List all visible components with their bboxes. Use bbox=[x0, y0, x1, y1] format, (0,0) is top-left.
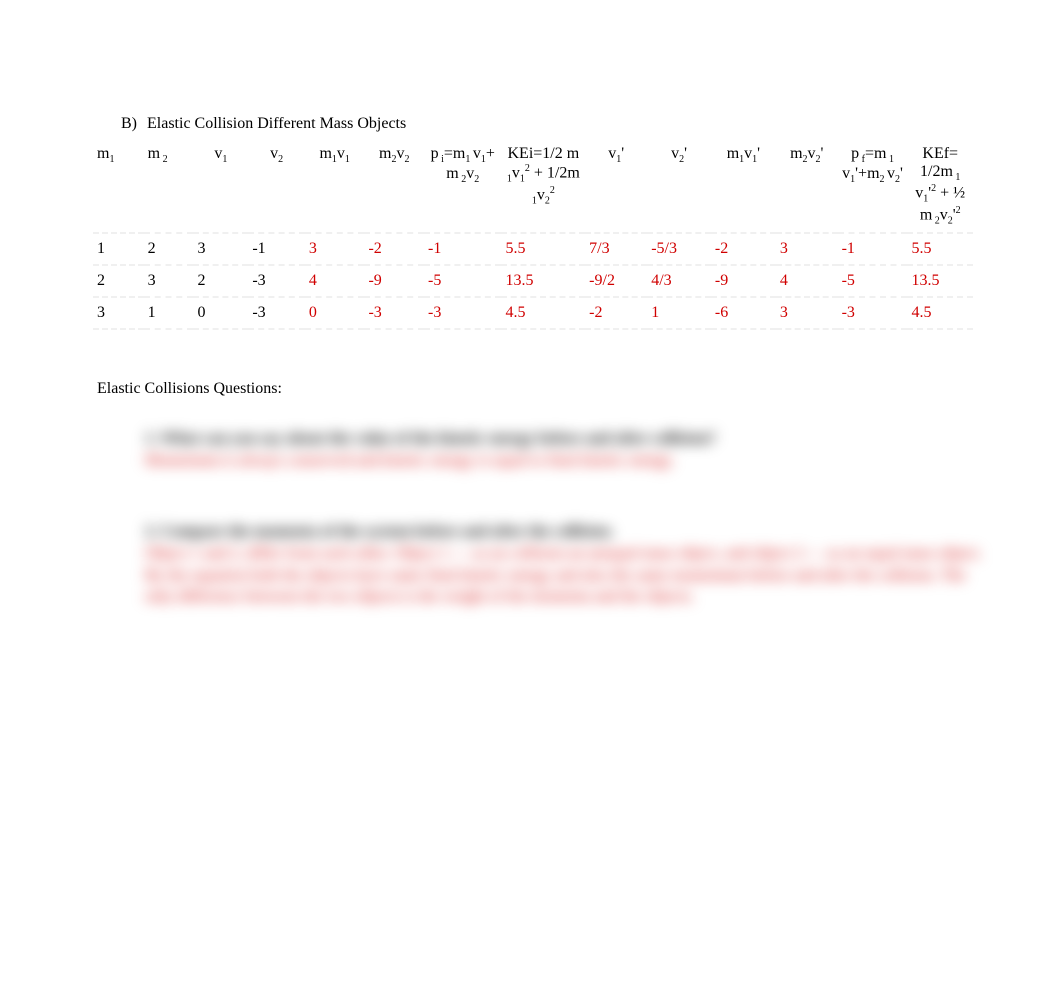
table-cell: -3 bbox=[424, 297, 502, 329]
col-header: p f=m 1 v1'+m2 v2' bbox=[838, 139, 908, 233]
table-cell: 1 bbox=[647, 297, 711, 329]
table-cell: -2 bbox=[585, 297, 647, 329]
table-cell: -9 bbox=[711, 265, 776, 297]
table-cell: 3 bbox=[193, 233, 248, 265]
table-cell: -1 bbox=[424, 233, 502, 265]
table-cell: 3 bbox=[776, 233, 838, 265]
table-cell: 2 bbox=[193, 265, 248, 297]
table-cell: -2 bbox=[711, 233, 776, 265]
table-cell: -3 bbox=[364, 297, 424, 329]
col-header: m1 bbox=[93, 139, 144, 233]
table-cell: -1 bbox=[248, 233, 305, 265]
table-cell: 1 bbox=[93, 233, 144, 265]
question-block: 1. What can you say about the value of t… bbox=[145, 428, 982, 471]
table-cell: -3 bbox=[248, 265, 305, 297]
table-cell: 4 bbox=[776, 265, 838, 297]
table-row: 232-34-9-513.5-9/24/3-94-513.5 bbox=[93, 265, 973, 297]
table-cell: 5.5 bbox=[501, 233, 585, 265]
col-header: v1 bbox=[193, 139, 248, 233]
table-cell: -3 bbox=[838, 297, 908, 329]
table-cell: 3 bbox=[305, 233, 365, 265]
table-cell: 2 bbox=[144, 233, 194, 265]
table-cell: 7/3 bbox=[585, 233, 647, 265]
table-cell: 1 bbox=[144, 297, 194, 329]
col-header: v2 bbox=[248, 139, 305, 233]
table-cell: 0 bbox=[193, 297, 248, 329]
col-header: v1' bbox=[585, 139, 647, 233]
section-title-text: Elastic Collision Different Mass Objects bbox=[147, 115, 406, 132]
table-cell: 3 bbox=[144, 265, 194, 297]
table-cell: 2 bbox=[93, 265, 144, 297]
questions-title: Elastic Collisions Questions: bbox=[97, 380, 982, 398]
table-cell: -9/2 bbox=[585, 265, 647, 297]
table-cell: 3 bbox=[776, 297, 838, 329]
col-header: m1v1' bbox=[711, 139, 776, 233]
col-header: p i=m1 v1+ m 2v2 bbox=[424, 139, 502, 233]
answer-text: Momentum is always conserved and kinetic… bbox=[145, 450, 982, 472]
table-cell: 13.5 bbox=[501, 265, 585, 297]
question-block: 2. Compare the momenta of the system bef… bbox=[145, 521, 982, 607]
question-text: 2. Compare the momenta of the system bef… bbox=[145, 521, 982, 543]
answer-text: Object 1 and 2, differ from each other. … bbox=[145, 543, 982, 608]
col-header: v2' bbox=[647, 139, 711, 233]
table-cell: -1 bbox=[838, 233, 908, 265]
table-cell: -5 bbox=[424, 265, 502, 297]
table-row: 310-30-3-34.5-21-63-34.5 bbox=[93, 297, 973, 329]
collision-table: m1m 2v1v2m1v1m2v2p i=m1 v1+ m 2v2KEi=1/2… bbox=[93, 139, 973, 330]
table-cell: 0 bbox=[305, 297, 365, 329]
col-header: KEf= 1/2m 1 v1'2 + ½ m 2v2'2 bbox=[907, 139, 973, 233]
table-cell: 3 bbox=[93, 297, 144, 329]
col-header: m2v2 bbox=[364, 139, 424, 233]
table-cell: -2 bbox=[364, 233, 424, 265]
table-cell: 4 bbox=[305, 265, 365, 297]
table-cell: -6 bbox=[711, 297, 776, 329]
table-cell: -9 bbox=[364, 265, 424, 297]
col-header: m1v1 bbox=[305, 139, 365, 233]
table-cell: 4/3 bbox=[647, 265, 711, 297]
table-cell: 4.5 bbox=[907, 297, 973, 329]
table-cell: -3 bbox=[248, 297, 305, 329]
col-header: m 2 bbox=[144, 139, 194, 233]
table-cell: -5/3 bbox=[647, 233, 711, 265]
col-header: KEi=1/2 m 1v12 + 1/2m 1v22 bbox=[501, 139, 585, 233]
section-title: B) Elastic Collision Different Mass Obje… bbox=[97, 115, 982, 133]
section-label: B) bbox=[121, 115, 143, 133]
table-cell: 13.5 bbox=[907, 265, 973, 297]
col-header: m2v2' bbox=[776, 139, 838, 233]
table-cell: 4.5 bbox=[501, 297, 585, 329]
table-cell: -5 bbox=[838, 265, 908, 297]
table-cell: 5.5 bbox=[907, 233, 973, 265]
question-text: 1. What can you say about the value of t… bbox=[145, 428, 982, 450]
table-row: 123-13-2-15.57/3-5/3-23-15.5 bbox=[93, 233, 973, 265]
